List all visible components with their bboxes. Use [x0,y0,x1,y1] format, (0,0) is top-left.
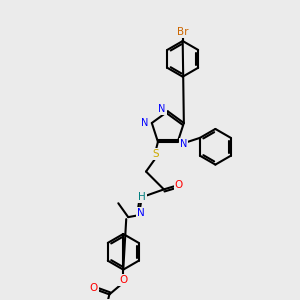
Text: N: N [141,118,148,128]
Text: O: O [89,284,98,293]
Text: Br: Br [177,27,188,37]
Text: O: O [175,180,183,190]
Text: H: H [138,192,146,202]
Text: N: N [180,139,188,149]
Text: S: S [153,149,159,159]
Text: N: N [158,104,166,114]
Text: N: N [137,208,145,218]
Text: O: O [119,274,128,284]
